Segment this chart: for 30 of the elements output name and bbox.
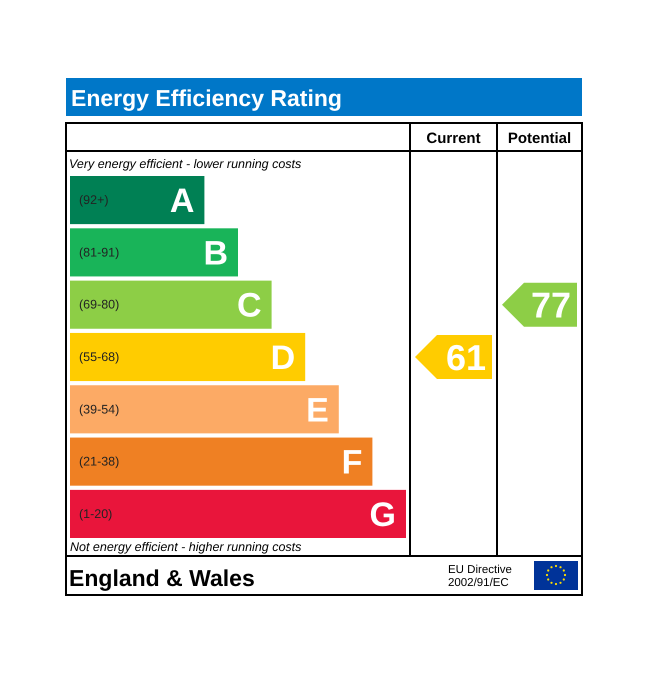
text: 77 [530, 284, 571, 326]
annotation: (81-91) [79, 245, 120, 260]
annotation: (39-54) [79, 402, 120, 416]
chart-title: Energy Efficiency Rating [71, 85, 342, 111]
annotation: (21-38) [79, 454, 120, 469]
text: Potential [508, 130, 572, 147]
y-tick-label: F [342, 444, 362, 482]
bar [70, 438, 372, 486]
y-tick-label: G [370, 496, 396, 534]
annotation: Not energy efficient - higher running costs [70, 540, 302, 554]
bar [70, 228, 238, 276]
y-tick-label: D [270, 339, 296, 377]
annotation: (92+) [79, 193, 109, 208]
annotation: (55-68) [79, 350, 120, 364]
bar [70, 490, 406, 538]
text: Current [426, 130, 481, 147]
bar [70, 385, 339, 434]
y-tick-label: E [306, 391, 329, 430]
text: 61 [446, 337, 486, 378]
y-tick-label: C [237, 286, 262, 325]
text: England & Wales [69, 565, 255, 591]
bar [70, 332, 306, 382]
bar [70, 280, 272, 329]
y-tick-label: B [203, 234, 228, 272]
text: EU Directive 2002/91/EC [448, 564, 512, 589]
y-tick-label: A [170, 182, 194, 220]
text: Very energy efficient - lower running costs [69, 157, 302, 171]
annotation: (1-20) [79, 506, 112, 521]
bar [70, 176, 204, 224]
annotation: (69-80) [79, 298, 120, 312]
